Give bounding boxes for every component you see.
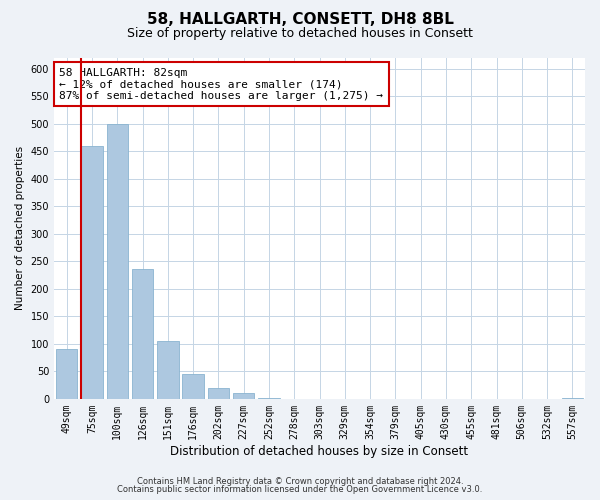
- Bar: [233, 394, 254, 399]
- Text: Contains public sector information licensed under the Open Government Licence v3: Contains public sector information licen…: [118, 485, 482, 494]
- Bar: [258, 398, 280, 399]
- Bar: [107, 124, 128, 399]
- Bar: [182, 374, 204, 399]
- X-axis label: Distribution of detached houses by size in Consett: Distribution of detached houses by size …: [170, 444, 469, 458]
- Bar: [81, 146, 103, 399]
- Bar: [208, 388, 229, 399]
- Text: 58 HALLGARTH: 82sqm
← 12% of detached houses are smaller (174)
87% of semi-detac: 58 HALLGARTH: 82sqm ← 12% of detached ho…: [59, 68, 383, 101]
- Bar: [562, 398, 583, 399]
- Text: Contains HM Land Registry data © Crown copyright and database right 2024.: Contains HM Land Registry data © Crown c…: [137, 477, 463, 486]
- Bar: [157, 341, 179, 399]
- Bar: [56, 350, 77, 399]
- Bar: [132, 269, 153, 399]
- Text: 58, HALLGARTH, CONSETT, DH8 8BL: 58, HALLGARTH, CONSETT, DH8 8BL: [146, 12, 454, 28]
- Y-axis label: Number of detached properties: Number of detached properties: [15, 146, 25, 310]
- Text: Size of property relative to detached houses in Consett: Size of property relative to detached ho…: [127, 28, 473, 40]
